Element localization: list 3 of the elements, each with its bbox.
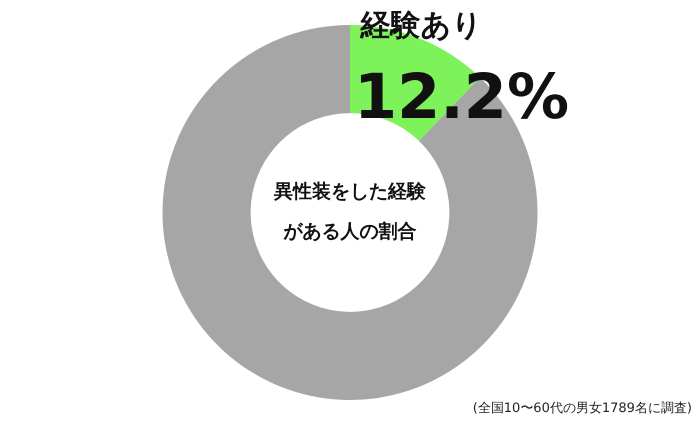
data-label: 12.2% — [354, 60, 570, 134]
text: (全国10〜60代の男女1789名に調査) — [472, 400, 692, 417]
text: 異性装をした経験がある人の割合 — [273, 180, 427, 242]
